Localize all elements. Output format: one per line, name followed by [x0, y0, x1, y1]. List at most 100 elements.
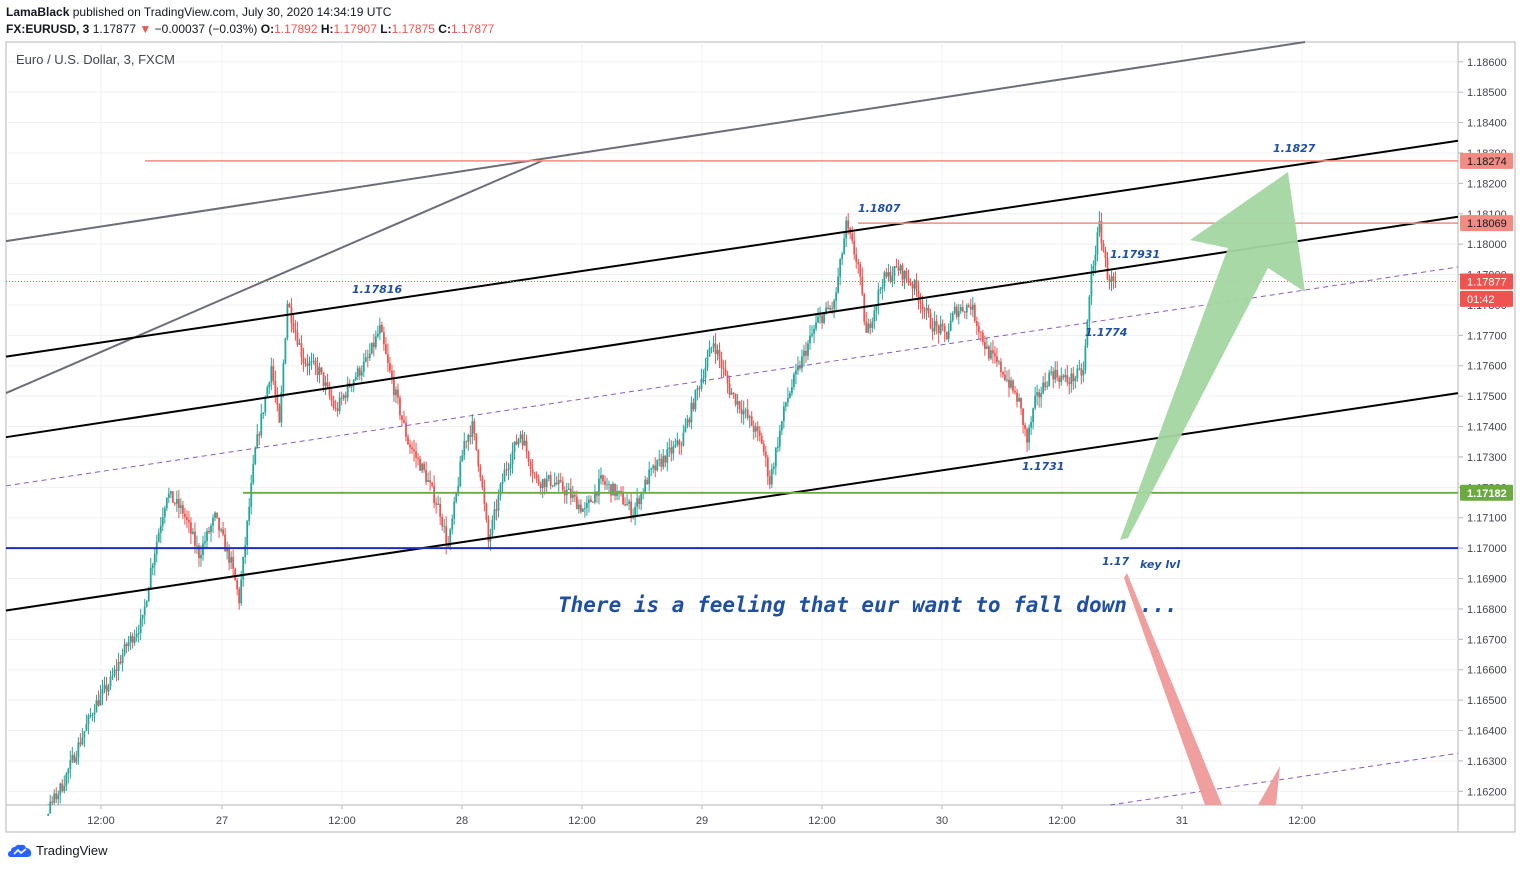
candle-body: [971, 304, 974, 310]
candle-body: [583, 507, 586, 509]
candle-body: [75, 757, 78, 763]
x-tick-label: 27: [216, 815, 228, 827]
candle-body: [493, 509, 496, 520]
candle-body: [624, 504, 626, 506]
candle-body: [127, 642, 130, 647]
candle-body: [867, 323, 870, 333]
channel-mid-line: [5, 215, 1459, 439]
candle-body: [839, 259, 842, 277]
candle-body: [449, 529, 452, 547]
candle-body: [694, 390, 697, 410]
candle-body: [688, 419, 691, 423]
candle-body: [590, 499, 592, 502]
candle-body: [125, 643, 128, 647]
publish-text: published on TradingView.com, July 30, 2…: [72, 5, 392, 19]
candle-body: [525, 440, 528, 452]
candle-body: [499, 484, 502, 496]
candle-body: [254, 447, 257, 464]
candle-body: [288, 303, 291, 308]
candle-body: [680, 445, 683, 447]
price-label-bg: [1460, 273, 1513, 290]
candle-body: [1090, 272, 1093, 297]
candle-body: [358, 368, 361, 376]
candle-body: [441, 516, 444, 527]
bearish-arrow: [1124, 573, 1280, 805]
candle-body: [1016, 392, 1018, 402]
tradingview-logo[interactable]: TradingView: [8, 843, 108, 858]
candle-body: [732, 392, 735, 394]
candle-body: [228, 547, 231, 563]
candle-body: [559, 480, 562, 482]
candle-body: [378, 324, 381, 334]
candle-body: [535, 474, 538, 479]
candle-body: [264, 396, 267, 413]
candle-body: [421, 463, 423, 471]
candle-body: [704, 367, 707, 379]
y-tick-label: 1.17600: [1467, 361, 1507, 373]
price-label-badge: 1.17877: [1460, 273, 1513, 290]
candle-body: [354, 376, 357, 380]
candle-body: [1094, 254, 1097, 267]
candle-body: [885, 272, 888, 277]
candle-body: [306, 363, 309, 367]
candle-body: [330, 395, 333, 401]
publish-info: LamaBlack published on TradingView.com, …: [6, 5, 391, 19]
candle-body: [521, 434, 524, 446]
candle-body: [791, 387, 793, 394]
candle-body: [282, 363, 285, 393]
candle-body: [59, 783, 62, 795]
candle-body: [543, 479, 546, 487]
y-tick-label: 1.16900: [1467, 574, 1507, 586]
price-chart[interactable]: 1.186001.185001.184001.183001.182001.181…: [0, 0, 1520, 840]
candle-body: [387, 353, 389, 363]
candle-body: [600, 475, 602, 479]
candle-body: [1066, 375, 1069, 383]
candle-body: [549, 475, 552, 486]
candle-body: [835, 292, 838, 301]
low-value: 1.17875: [391, 22, 435, 36]
candle-body: [296, 332, 299, 345]
candle-body: [969, 306, 972, 310]
candle-body: [85, 724, 88, 732]
candle-body: [793, 374, 795, 388]
annotation-label: key lvl: [1140, 558, 1180, 571]
candle-body: [634, 506, 637, 516]
symbol-line[interactable]: FX:EURUSD, 3: [6, 22, 90, 36]
y-tick-label: 1.17100: [1467, 513, 1507, 525]
candle-body: [47, 813, 50, 816]
candle-body: [71, 754, 74, 761]
candle-body: [907, 278, 910, 283]
candle-body: [706, 356, 709, 368]
candle-body: [194, 531, 196, 546]
candle-body: [833, 300, 836, 309]
candle-body: [1110, 276, 1113, 282]
candle-body: [248, 506, 251, 522]
candle-body: [557, 480, 560, 485]
y-tick-label: 1.16500: [1467, 695, 1507, 707]
candle-body: [230, 557, 233, 563]
publisher-name[interactable]: LamaBlack: [6, 5, 70, 19]
candle-body: [648, 469, 651, 485]
candle-body: [776, 446, 779, 449]
candle-body: [272, 366, 275, 381]
annotation-label: 1.17816: [352, 283, 402, 296]
candle-body: [929, 313, 932, 329]
footer-brand: TradingView: [36, 843, 108, 858]
x-tick-label: 12:00: [1288, 815, 1316, 827]
candle-body: [865, 321, 868, 333]
candle-body: [632, 515, 635, 516]
y-tick-label: 1.16600: [1467, 665, 1507, 677]
candle-body: [746, 409, 749, 418]
candle-body: [905, 270, 908, 279]
candle-body: [97, 700, 100, 706]
candle-body: [479, 466, 482, 478]
candle-body: [606, 484, 608, 486]
x-tick-label: 12:00: [87, 815, 115, 827]
candle-body: [344, 395, 347, 398]
candle-body: [1084, 345, 1087, 371]
candle-body: [612, 483, 614, 496]
candle-body: [405, 422, 407, 437]
candle-body: [133, 637, 136, 643]
annotation-label: 1.1731: [1022, 460, 1064, 473]
candle-body: [461, 455, 464, 462]
